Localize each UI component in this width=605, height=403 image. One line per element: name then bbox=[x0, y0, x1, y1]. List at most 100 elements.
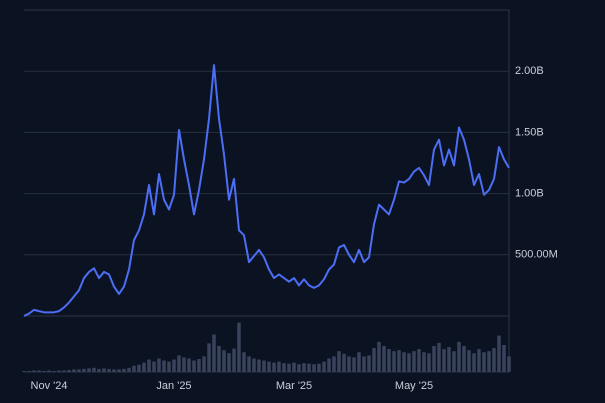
volume-bar bbox=[362, 356, 366, 372]
volume-bar bbox=[407, 353, 411, 372]
volume-bar bbox=[152, 361, 156, 372]
volume-bar bbox=[162, 360, 166, 372]
volume-bar bbox=[307, 363, 311, 372]
volume-bar bbox=[242, 352, 246, 372]
volume-bar bbox=[317, 363, 321, 372]
volume-bar bbox=[337, 351, 341, 372]
volume-bar bbox=[442, 349, 446, 372]
volume-bar bbox=[137, 364, 141, 372]
volume-bar bbox=[57, 370, 61, 372]
volume-bar bbox=[122, 368, 126, 372]
volume-bar bbox=[297, 364, 301, 372]
volume-bar bbox=[312, 364, 316, 372]
volume-bar bbox=[287, 363, 291, 372]
price-line bbox=[23, 64, 510, 317]
volume-bar bbox=[202, 356, 206, 372]
volume-bar bbox=[157, 358, 161, 372]
volume-bar bbox=[487, 351, 491, 372]
volume-bar bbox=[237, 322, 241, 372]
volume-bar bbox=[507, 356, 511, 372]
volume-bar bbox=[92, 367, 96, 372]
volume-bar bbox=[502, 344, 506, 372]
volume-bar bbox=[452, 351, 456, 372]
volume-bar bbox=[492, 348, 496, 372]
volume-bar bbox=[277, 361, 281, 372]
volume-bar bbox=[72, 369, 76, 372]
x-tick-label: Mar '25 bbox=[276, 380, 312, 392]
volume-bar bbox=[102, 368, 106, 372]
volume-bar bbox=[112, 369, 116, 372]
volume-bar bbox=[82, 368, 86, 372]
volume-bar bbox=[212, 334, 216, 372]
volume-bar bbox=[352, 357, 356, 372]
volume-bar bbox=[77, 369, 81, 372]
volume-bar bbox=[187, 358, 191, 372]
volume-bar bbox=[47, 370, 51, 372]
y-tick-label: 500.00M bbox=[515, 249, 558, 261]
volume-bar bbox=[22, 370, 26, 372]
volume-bar bbox=[302, 363, 306, 372]
volume-bar bbox=[182, 357, 186, 372]
volume-bar bbox=[292, 362, 296, 372]
x-tick-label: Nov '24 bbox=[31, 380, 68, 392]
volume-bar bbox=[27, 370, 31, 372]
volume-bar bbox=[172, 359, 176, 372]
volume-bar bbox=[67, 369, 71, 372]
volume-bar bbox=[177, 355, 181, 372]
volume-bar bbox=[42, 370, 46, 372]
volume-bar bbox=[472, 353, 476, 372]
volume-bar bbox=[367, 355, 371, 372]
volume-bar bbox=[397, 350, 401, 372]
plot-frame bbox=[24, 9, 510, 372]
volume-bar bbox=[62, 370, 66, 372]
volume-bar bbox=[342, 353, 346, 372]
volume-bar bbox=[117, 369, 121, 372]
volume-bar bbox=[347, 356, 351, 372]
volume-bar bbox=[247, 356, 251, 372]
volume-bar bbox=[232, 348, 236, 372]
volume-bar bbox=[192, 360, 196, 372]
volume-bar bbox=[447, 347, 451, 372]
volume-bar bbox=[132, 365, 136, 372]
volume-bar bbox=[382, 346, 386, 372]
y-tick-label: 2.00B bbox=[515, 65, 544, 77]
volume-bar bbox=[147, 359, 151, 372]
volume-bar bbox=[222, 350, 226, 372]
volume-bar bbox=[167, 361, 171, 372]
volume-bar bbox=[327, 358, 331, 372]
volume-bar bbox=[437, 342, 441, 372]
volume-bar bbox=[387, 349, 391, 372]
x-tick-label: May '25 bbox=[395, 380, 433, 392]
volume-bar bbox=[262, 360, 266, 372]
volume-bar bbox=[282, 363, 286, 372]
y-tick-label: 1.00B bbox=[515, 188, 544, 200]
volume-bar bbox=[267, 361, 271, 372]
volume-bar bbox=[467, 350, 471, 372]
y-tick-label: 1.50B bbox=[515, 126, 544, 138]
volume-bar bbox=[477, 349, 481, 372]
volume-bar bbox=[497, 335, 501, 372]
volume-bar bbox=[332, 356, 336, 372]
volume-bar bbox=[462, 346, 466, 372]
volume-bar bbox=[457, 341, 461, 372]
volume-bar bbox=[322, 361, 326, 372]
volume-bar bbox=[272, 362, 276, 372]
volume-bar bbox=[412, 351, 416, 372]
volume-bar bbox=[427, 353, 431, 372]
volume-bar bbox=[197, 359, 201, 372]
volume-bar bbox=[37, 370, 41, 372]
volume-bar bbox=[97, 368, 101, 372]
volume-bar bbox=[32, 370, 36, 372]
volume-bar bbox=[127, 367, 131, 372]
volume-bar bbox=[107, 368, 111, 372]
volume-bar bbox=[432, 346, 436, 372]
volume-bar bbox=[417, 349, 421, 372]
volume-bar bbox=[217, 346, 221, 372]
volume-bar bbox=[482, 352, 486, 372]
volume-bar bbox=[142, 362, 146, 372]
volume-bar bbox=[377, 341, 381, 372]
volume-bar bbox=[402, 352, 406, 372]
